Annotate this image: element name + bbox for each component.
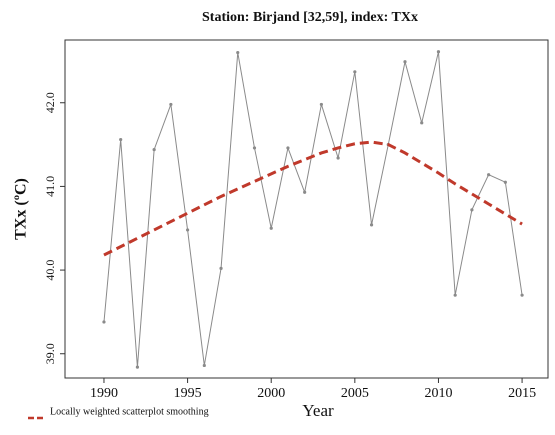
x-tick-label: 2015 <box>508 386 536 401</box>
chart-title: Station: Birjand [32,59], index: TXx <box>202 10 418 25</box>
y-axis-label: TXx (ºC) <box>13 178 30 240</box>
point <box>185 228 190 232</box>
point <box>269 226 273 230</box>
x-tick-label: 2010 <box>424 386 452 401</box>
x-tick-label: 1990 <box>90 386 118 401</box>
point <box>436 50 441 54</box>
x-tick-label: 2005 <box>341 386 369 401</box>
series-line <box>103 51 523 368</box>
point <box>119 137 123 142</box>
point <box>503 180 507 184</box>
point <box>453 293 457 297</box>
point <box>487 173 491 177</box>
point <box>403 60 407 64</box>
y-tick-label: 41.0 <box>43 176 57 197</box>
point <box>353 70 357 74</box>
point <box>369 223 374 227</box>
point <box>236 50 240 55</box>
point <box>319 102 323 107</box>
point <box>303 190 307 194</box>
point <box>470 208 474 212</box>
point <box>202 363 206 368</box>
y-tick-label: 42.0 <box>43 92 57 113</box>
y-tick-label: 39.0 <box>43 343 57 364</box>
point <box>252 146 257 150</box>
point <box>152 147 156 152</box>
series-line <box>103 140 523 257</box>
point <box>420 121 424 125</box>
point <box>102 320 106 324</box>
point <box>219 266 223 271</box>
x-tick-label: 2000 <box>257 386 285 401</box>
y-tick-label: 40.0 <box>43 260 57 281</box>
x-axis-label: Year <box>302 401 334 420</box>
point <box>135 365 140 369</box>
point <box>286 146 290 150</box>
x-tick-label: 1995 <box>174 386 202 401</box>
point <box>520 293 524 297</box>
point <box>336 156 340 160</box>
plot-frame <box>64 39 549 379</box>
point <box>169 102 173 107</box>
legend-label: Locally weighted scatterplot smoothing <box>50 406 209 417</box>
